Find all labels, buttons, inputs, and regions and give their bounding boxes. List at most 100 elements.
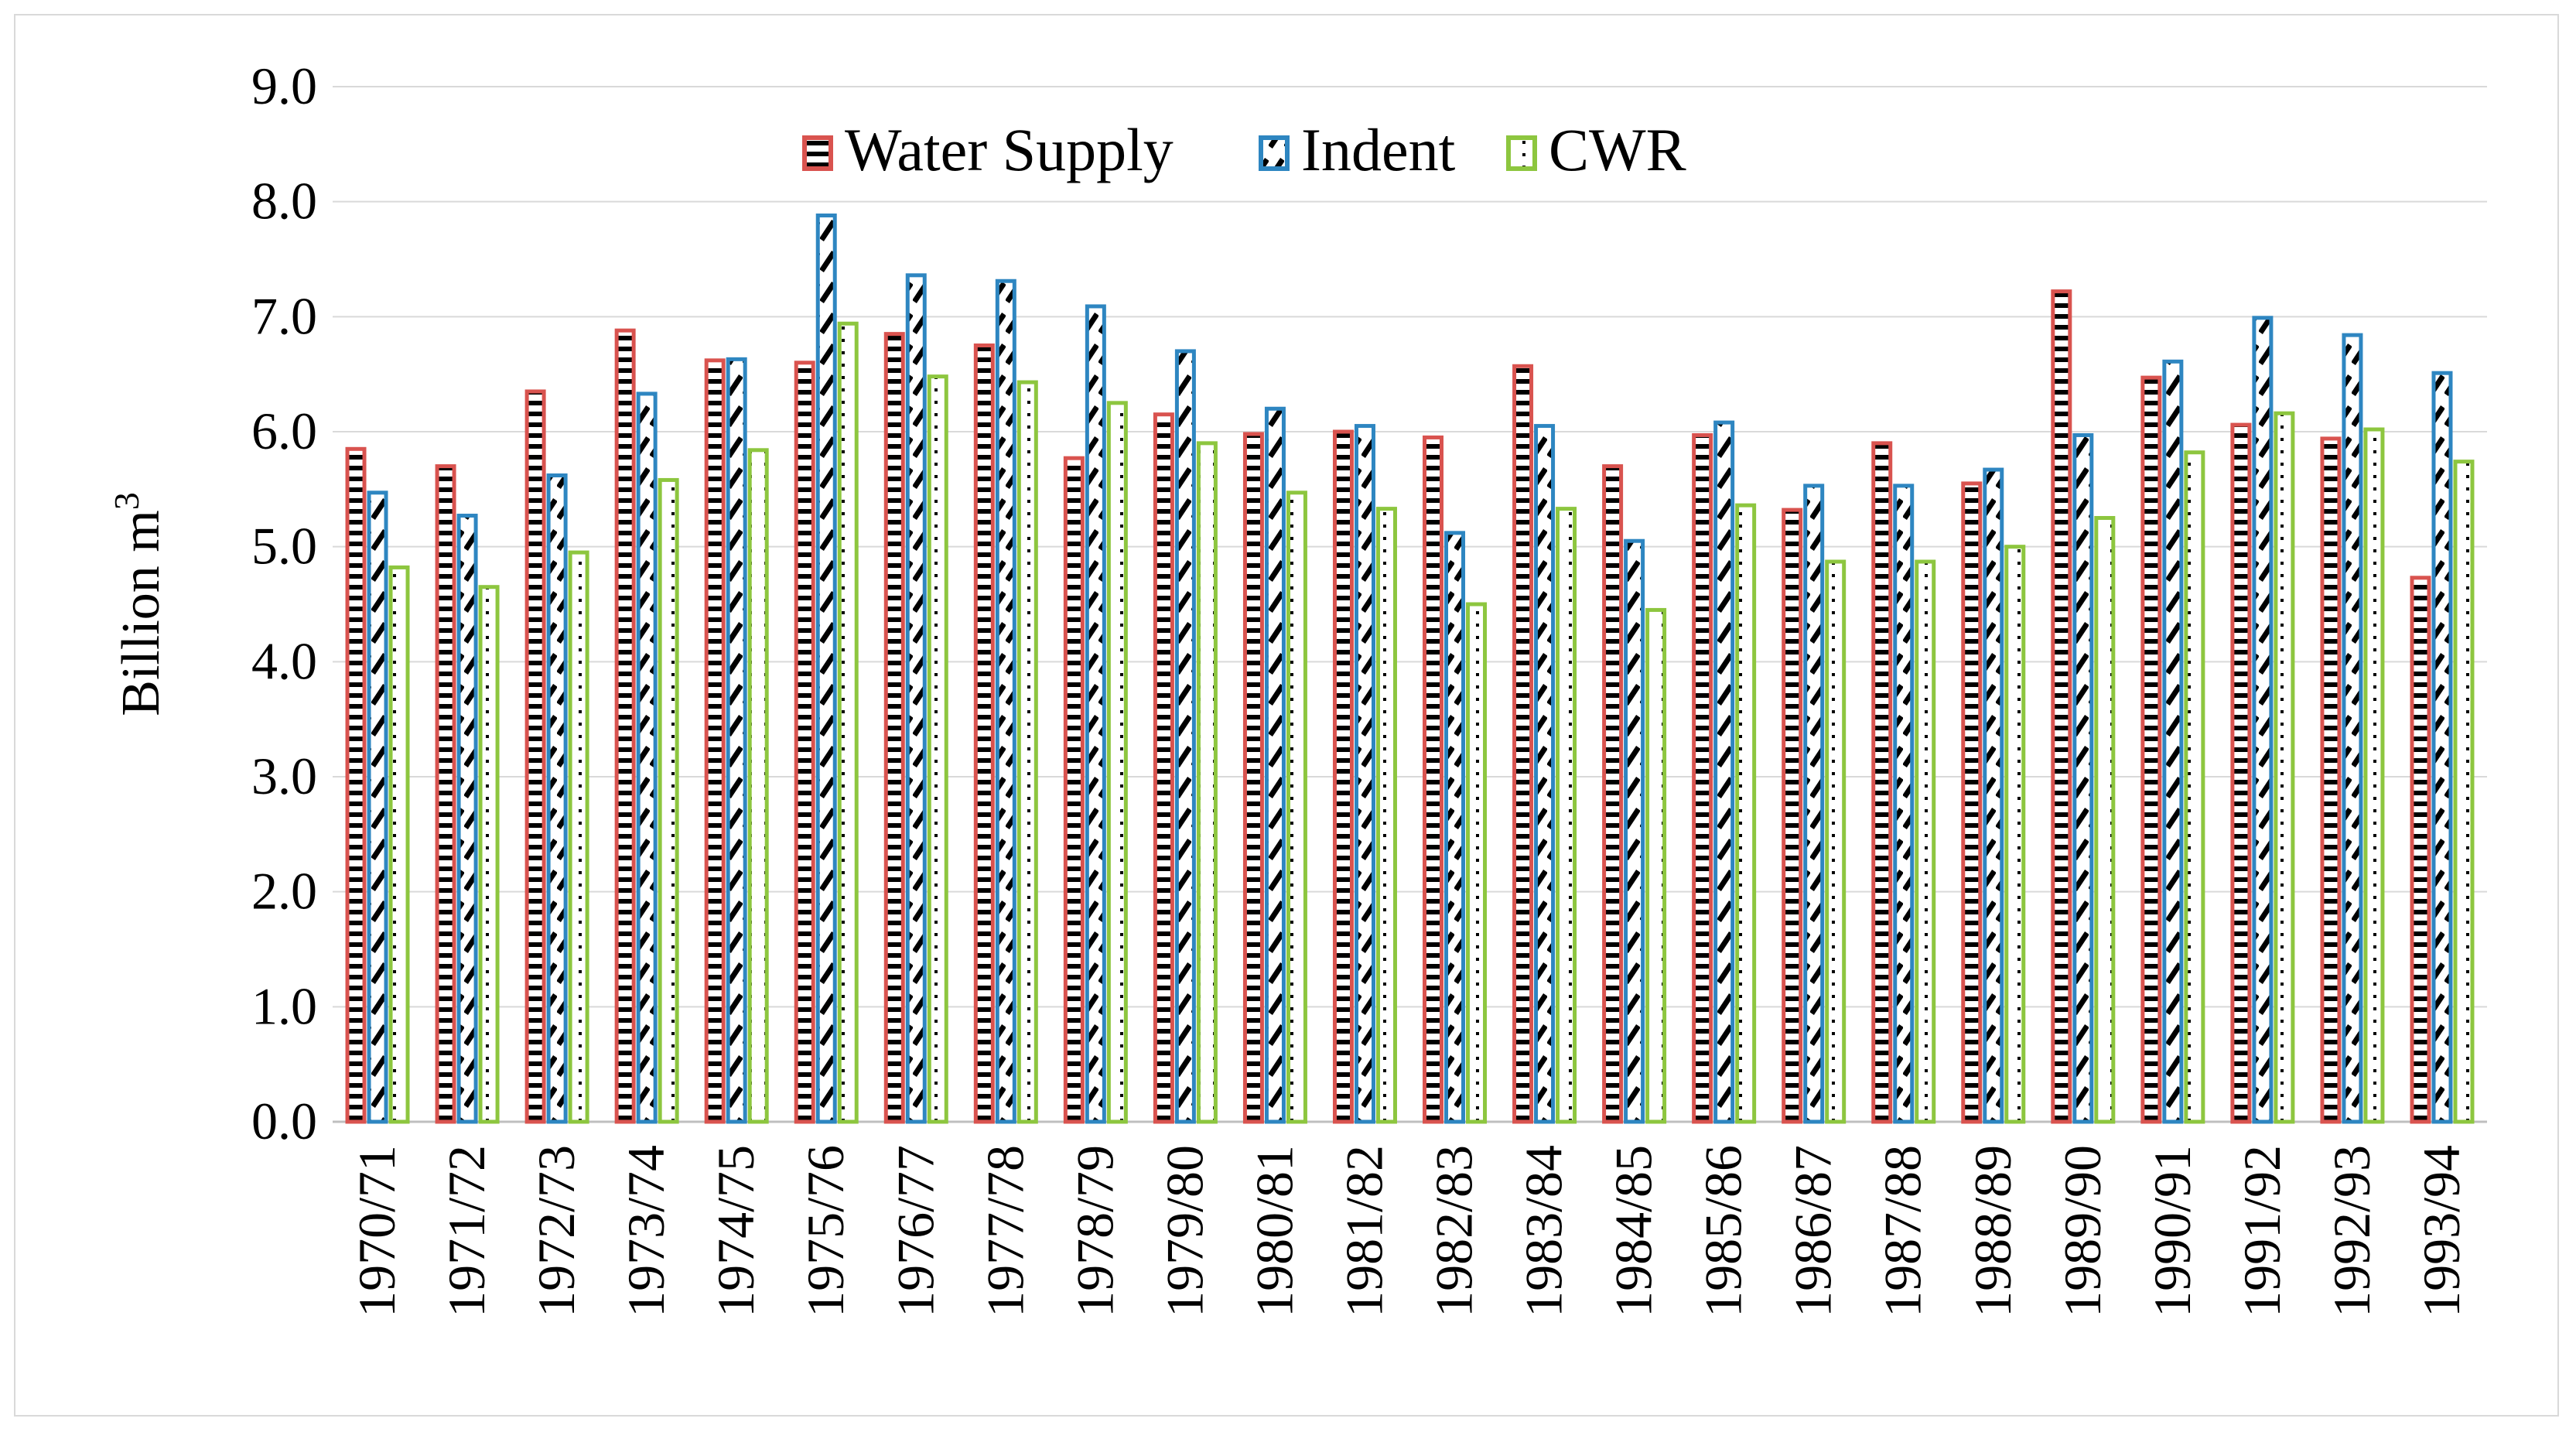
bar-indent bbox=[1803, 484, 1825, 1124]
legend-swatch-cwr bbox=[1506, 135, 1537, 171]
bar-indent bbox=[2342, 333, 2363, 1124]
bar-water-supply bbox=[2410, 576, 2431, 1124]
bar-cwr bbox=[1645, 607, 1667, 1124]
x-tick-label: 1979/80 bbox=[1155, 1145, 1214, 1318]
bar-water-supply bbox=[1332, 429, 1354, 1124]
bar-cwr bbox=[1825, 559, 1847, 1124]
bar-indent bbox=[1713, 420, 1735, 1124]
y-tick-label: 5.0 bbox=[251, 517, 317, 576]
bar-indent bbox=[367, 490, 388, 1124]
x-tick-label: 1972/73 bbox=[527, 1145, 586, 1318]
bar-cwr bbox=[1375, 507, 1397, 1124]
x-tick-label: 1990/91 bbox=[2143, 1145, 2202, 1318]
bar-indent bbox=[546, 473, 568, 1124]
x-tick-label: 1989/90 bbox=[2053, 1145, 2112, 1318]
y-tick-label: 2.0 bbox=[251, 862, 317, 921]
x-tick-label: 1977/78 bbox=[975, 1145, 1034, 1318]
legend-swatch-indent bbox=[1259, 135, 1290, 171]
bar-water-supply bbox=[435, 464, 456, 1124]
y-tick-label: 6.0 bbox=[251, 402, 317, 460]
x-tick-label: 1978/79 bbox=[1065, 1145, 1124, 1318]
bar-cwr bbox=[2184, 450, 2205, 1124]
y-axis-title: Billion m3 bbox=[107, 492, 171, 716]
legend-label: Water Supply bbox=[845, 116, 1174, 183]
bar-indent bbox=[1893, 484, 1915, 1124]
bar-cwr bbox=[927, 374, 948, 1124]
x-tick-label: 1992/93 bbox=[2322, 1145, 2381, 1318]
bar-cwr bbox=[1196, 441, 1218, 1124]
x-tick-label: 1993/94 bbox=[2412, 1145, 2471, 1318]
bar-indent bbox=[905, 273, 927, 1124]
bar-cwr bbox=[658, 477, 679, 1124]
y-tick-label: 3.0 bbox=[251, 747, 317, 805]
y-tick-label: 0.0 bbox=[251, 1092, 317, 1150]
x-tick-label: 1982/83 bbox=[1425, 1145, 1484, 1318]
bar-cwr bbox=[568, 550, 589, 1124]
bar-cwr bbox=[1915, 559, 1936, 1124]
bar-indent bbox=[815, 214, 837, 1124]
bar-cwr bbox=[2363, 427, 2385, 1124]
x-tick-label: 1976/77 bbox=[886, 1145, 945, 1318]
bar-water-supply bbox=[1512, 364, 1534, 1124]
chart-frame bbox=[14, 14, 2559, 1417]
bar-water-supply bbox=[2230, 422, 2252, 1124]
bars bbox=[345, 214, 2475, 1124]
bar-water-supply bbox=[2320, 436, 2342, 1124]
bar-water-supply bbox=[614, 328, 636, 1124]
bar-cwr bbox=[2004, 545, 2026, 1124]
bar-indent bbox=[456, 514, 478, 1124]
bar-water-supply bbox=[345, 446, 367, 1124]
y-tick-label: 7.0 bbox=[251, 286, 317, 345]
legend-label: CWR bbox=[1549, 116, 1686, 183]
legend: Water Supply Indent CWR bbox=[802, 116, 1686, 183]
bar-indent bbox=[1085, 304, 1106, 1124]
bar-water-supply bbox=[1242, 432, 1264, 1124]
x-tick-label: 1985/86 bbox=[1694, 1145, 1753, 1318]
bar-cwr bbox=[2453, 460, 2475, 1124]
bar-indent bbox=[1983, 467, 2004, 1124]
bar-cwr bbox=[2094, 516, 2116, 1124]
x-tick-label: 1981/82 bbox=[1334, 1145, 1393, 1318]
x-tick-label: 1991/92 bbox=[2233, 1145, 2291, 1318]
y-axis-title-superscript: 3 bbox=[107, 492, 146, 510]
bar-indent bbox=[1444, 531, 1466, 1124]
x-tick-label: 1980/81 bbox=[1245, 1145, 1303, 1318]
axes: 0.0 1.0 2.0 3.0 4.0 5.0 6.0 7.0 8.0 9.0 Billion m3… bbox=[107, 56, 2471, 1318]
bar-indent bbox=[1264, 406, 1286, 1124]
x-tick-label: 1983/84 bbox=[1515, 1145, 1573, 1318]
bar-cwr bbox=[747, 448, 769, 1124]
y-tick-label: 4.0 bbox=[251, 631, 317, 690]
bar-indent bbox=[1174, 349, 1196, 1124]
bar-water-supply bbox=[1961, 481, 1983, 1124]
bar-water-supply bbox=[883, 332, 905, 1124]
bar-cwr bbox=[1735, 503, 1757, 1124]
bar-indent bbox=[2252, 316, 2274, 1124]
bar-water-supply bbox=[2051, 289, 2072, 1124]
gridlines bbox=[333, 86, 2487, 1123]
bar-cwr bbox=[1106, 401, 1128, 1124]
y-axis-title-text: Billion m bbox=[111, 510, 171, 716]
bar-water-supply bbox=[1692, 432, 1713, 1124]
bar-cwr bbox=[478, 585, 500, 1124]
x-tick-label: 1987/88 bbox=[1874, 1145, 1932, 1318]
y-tick-label: 8.0 bbox=[251, 172, 317, 231]
y-tick-label: 1.0 bbox=[251, 976, 317, 1035]
x-tick-label: 1971/72 bbox=[437, 1145, 496, 1318]
bar-indent bbox=[2431, 371, 2453, 1124]
bar-indent bbox=[2072, 432, 2094, 1124]
bar-water-supply bbox=[704, 358, 726, 1124]
bar-indent bbox=[1354, 424, 1375, 1124]
bar-water-supply bbox=[973, 343, 995, 1124]
bar-water-supply bbox=[1602, 464, 1624, 1124]
x-tick-label: 1974/75 bbox=[706, 1145, 765, 1318]
bar-water-supply bbox=[1871, 441, 1893, 1124]
x-tick-label: 1975/76 bbox=[796, 1145, 855, 1318]
x-tick-label: 1973/74 bbox=[617, 1145, 675, 1318]
bar-indent bbox=[2162, 359, 2184, 1124]
x-tick-label: 1970/71 bbox=[347, 1145, 406, 1318]
bar-indent bbox=[995, 279, 1016, 1124]
legend-swatch-water-supply bbox=[802, 135, 833, 171]
bar-cwr bbox=[2274, 411, 2295, 1124]
bar-indent bbox=[1534, 424, 1556, 1124]
